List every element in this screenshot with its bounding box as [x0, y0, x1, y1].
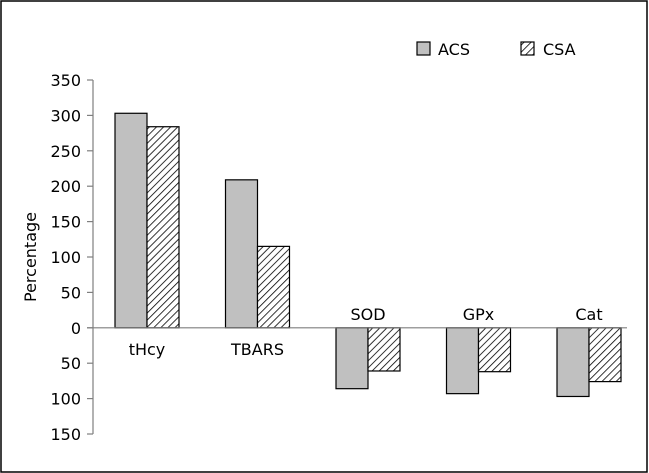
y-tick-label: 100 [50, 248, 81, 267]
legend-swatch-csa [520, 41, 535, 56]
bar-csa-tbars [256, 245, 291, 329]
y-tick-label: 350 [50, 71, 81, 90]
category-label: SOD [350, 305, 385, 324]
bar-acs-tbars [224, 179, 259, 329]
legend-label-acs: ACS [438, 40, 470, 59]
bar-csa-gpx [477, 327, 512, 373]
y-tick-label: 50 [61, 354, 81, 373]
y-tick-label: 300 [50, 106, 81, 125]
legend: ACS CSA [416, 40, 576, 59]
bar-csa-sod [367, 327, 401, 372]
category-label: Cat [575, 305, 602, 324]
y-tick-label: 250 [50, 142, 81, 161]
y-tick-label: 150 [50, 213, 81, 232]
legend-swatch-acs [416, 41, 431, 56]
bar-acs-cat [556, 327, 590, 398]
bar-acs-sod [335, 327, 369, 390]
plot-area: 350 300 250 200 150 100 50 0 50 100 150 tHcy TBARS SO… [50, 71, 627, 444]
y-tick-label: 0 [71, 319, 81, 338]
bar-acs-thcy [114, 112, 148, 329]
legend-label-csa: CSA [543, 40, 576, 59]
y-axis-title: Percentage [21, 212, 40, 302]
y-tick-label: 100 [50, 390, 81, 409]
category-label: TBARS [230, 340, 284, 359]
y-tick-label: 150 [50, 425, 81, 444]
category-label: GPx [463, 305, 495, 324]
y-tick-label: 200 [50, 177, 81, 196]
bar-acs-gpx [445, 327, 480, 395]
bar-csa-thcy [146, 126, 180, 329]
category-label: tHcy [129, 340, 166, 359]
bar-csa-cat [588, 327, 622, 383]
y-tick-label: 50 [61, 283, 81, 302]
